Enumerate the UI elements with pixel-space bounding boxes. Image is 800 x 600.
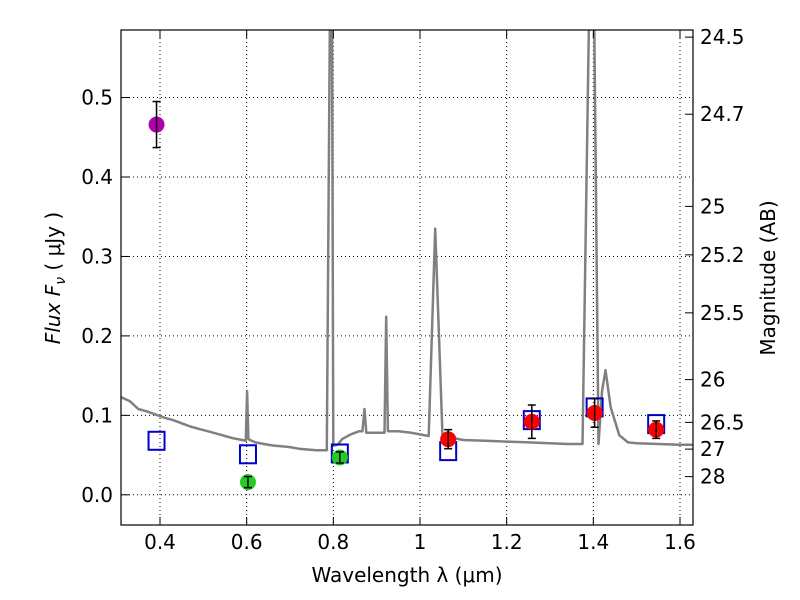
y-tick-label: 0.0 [81, 483, 113, 507]
y-tick-label: 0.4 [81, 165, 113, 189]
tick-labels: 0.4 0.6 0.8 1 1.2 1.4 1.6 0.0 0.1 0.2 0.3 0.4 0.5 24.… [81, 25, 744, 554]
model-photometry-square [238, 444, 257, 465]
x-tick-label: 0.4 [144, 530, 176, 554]
plot-area [121, 30, 693, 491]
plot-frame [120, 29, 694, 526]
y-axis-label: Flux Fν ( μJy ) [41, 212, 69, 344]
grid [121, 30, 693, 525]
model-sed-line [121, 30, 693, 452]
right-tick-label: 27 [700, 437, 725, 461]
y-axis-label-main: Flux F [41, 284, 65, 344]
right-tick-label: 24.5 [700, 25, 745, 49]
markers [147, 100, 666, 491]
x-tick-label: 0.6 [231, 530, 263, 554]
right-axis-label: Magnitude (AB) [756, 200, 780, 355]
ticks [121, 30, 693, 525]
right-tick-label: 25.2 [700, 243, 745, 267]
right-tick-label: 26 [700, 368, 725, 392]
y-tick-label: 0.3 [81, 244, 113, 268]
y-axis-label-tail: ( μJy ) [41, 212, 65, 277]
right-tick-label: 25.5 [700, 301, 745, 325]
x-tick-label: 1 [414, 530, 427, 554]
right-tick-label: 25 [700, 194, 725, 218]
right-tick-label: 28 [700, 465, 725, 489]
model-photometry-square [147, 430, 166, 451]
right-tick-label: 24.7 [700, 102, 745, 126]
y-tick-label: 0.1 [81, 403, 113, 427]
x-axis-label: Wavelength λ (μm) [311, 563, 502, 587]
x-tick-label: 1.2 [491, 530, 523, 554]
right-tick-label: 26.5 [700, 410, 745, 434]
x-tick-label: 0.8 [317, 530, 349, 554]
y-tick-label: 0.2 [81, 324, 113, 348]
x-tick-label: 1.4 [577, 530, 609, 554]
y-axis-label-sub: ν [53, 277, 69, 285]
x-tick-label: 1.6 [664, 530, 696, 554]
y-tick-label: 0.5 [81, 86, 113, 110]
